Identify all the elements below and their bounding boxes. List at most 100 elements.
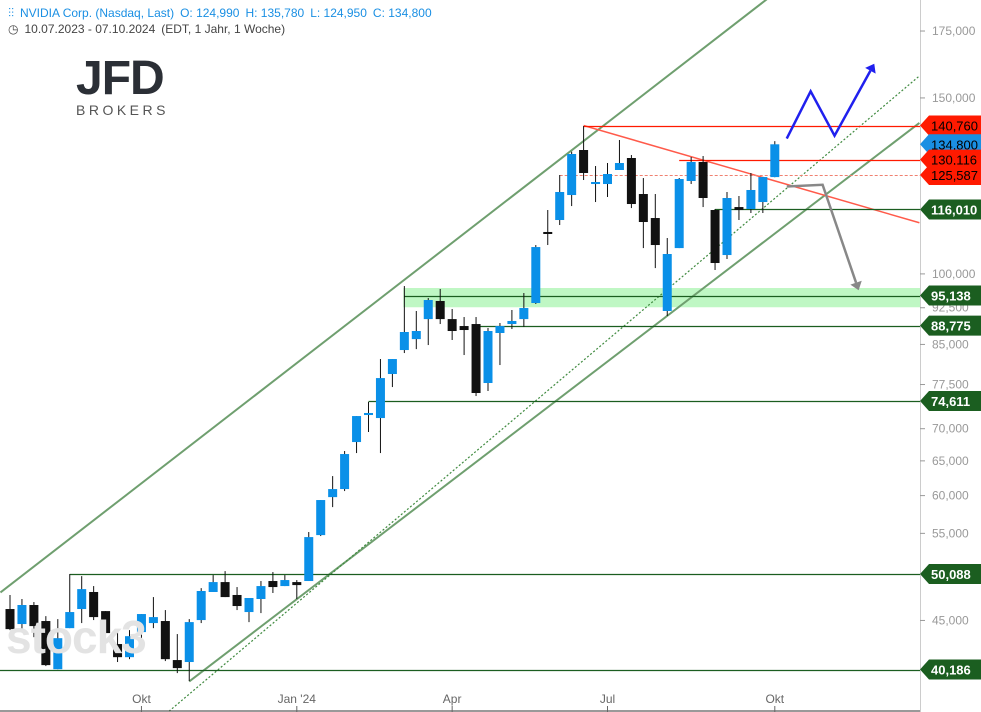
y-tick-label: 45,000: [932, 613, 969, 627]
candle-body: [340, 454, 350, 490]
range-header: ◷ 10.07.2023 - 07.10.2024 (EDT, 1 Jahr, 1 …: [8, 22, 291, 36]
candle: [722, 191, 732, 260]
candle: [316, 500, 326, 537]
candle-body: [280, 580, 290, 587]
price-label-tag: [920, 315, 981, 336]
price-label-text: 130,116: [931, 153, 977, 168]
candle: [387, 359, 397, 388]
projection-bearish: [786, 183, 858, 284]
candle: [603, 163, 612, 198]
price-label-text: 116,010: [931, 202, 977, 217]
candle-body: [614, 163, 624, 170]
candle: [113, 629, 123, 663]
candle: [758, 177, 768, 214]
price-label: 40,186: [920, 659, 981, 680]
candle: [268, 572, 278, 593]
y-axis-ticks: 175,000150,000100,00092,50085,00077,5007…: [920, 24, 976, 627]
candles: [5, 126, 780, 682]
candle: [208, 575, 218, 592]
y-tick-label: 100,000: [932, 267, 976, 281]
y-tick-label: 77,500: [932, 378, 969, 392]
candle: [447, 309, 457, 341]
candle: [519, 293, 529, 328]
candle-body: [507, 320, 517, 325]
candle: [220, 571, 230, 598]
candle-body: [662, 254, 672, 311]
horizontal-levels: [0, 125, 920, 672]
candle: [184, 619, 194, 682]
candle-body: [244, 597, 254, 613]
instrument-name: NVIDIA Corp. (Nasdaq, Last): [20, 6, 175, 20]
logo-main: JFD: [76, 52, 165, 105]
candle: [136, 614, 146, 640]
candle: [101, 611, 111, 634]
broker-logo: JFD BROKERS: [76, 52, 165, 119]
candle-body: [17, 605, 27, 625]
candle-body: [208, 582, 218, 592]
candle: [280, 575, 290, 587]
price-label-text: 50,088: [931, 567, 971, 582]
candle: [160, 610, 170, 662]
watermark: stock3: [6, 611, 147, 663]
candle: [244, 597, 254, 623]
arrowhead-icon: [865, 63, 876, 74]
candle-body: [579, 150, 589, 174]
candle: [304, 532, 314, 582]
trendline-resistance-falling: [583, 124, 920, 224]
candle-body: [710, 210, 720, 264]
candle-body: [160, 621, 170, 660]
price-label-text: 74,611: [931, 394, 970, 409]
x-tick-label: Apr: [443, 692, 462, 706]
candle: [734, 196, 744, 221]
candle-body: [292, 582, 302, 586]
candle-body: [483, 331, 493, 384]
candle: [423, 298, 433, 346]
candle-body: [746, 189, 756, 209]
candle: [483, 328, 493, 392]
price-label-tag: [920, 285, 981, 306]
price-label: 116,010: [920, 199, 981, 220]
y-tick-label: 85,000: [932, 337, 969, 351]
candle-body: [447, 319, 457, 332]
price-label-tag: [920, 149, 981, 170]
y-tick-label: 55,000: [932, 526, 969, 540]
price-label-tag: [920, 659, 981, 680]
candle: [375, 359, 385, 454]
price-label-text: 140,760: [931, 119, 978, 134]
clock-icon: ◷: [8, 22, 19, 36]
candle-body: [555, 191, 565, 221]
candle-body: [459, 326, 469, 331]
high-value: H: 135,780: [245, 6, 305, 20]
candle: [686, 157, 696, 185]
candle-body: [674, 179, 684, 249]
candle-body: [101, 611, 111, 634]
close-value: C: 134,800: [372, 6, 432, 20]
candle-body: [519, 308, 529, 320]
candle: [674, 177, 684, 249]
candle: [591, 166, 601, 203]
candle-body: [734, 207, 744, 211]
candle: [148, 597, 158, 629]
candle: [364, 402, 373, 432]
candle: [77, 576, 87, 624]
candle-body: [220, 582, 230, 598]
candle: [399, 286, 409, 354]
indicator-icon[interactable]: ⫶⫶: [8, 6, 15, 20]
candle-body: [41, 621, 51, 666]
candle: [352, 416, 362, 454]
projection-arrows: [785, 63, 876, 291]
candle: [555, 175, 565, 226]
arrowhead-icon: [850, 280, 862, 291]
candle: [41, 616, 51, 667]
price-label-tag: [920, 115, 981, 136]
candle-body: [722, 198, 732, 256]
price-label-text: 125,587: [931, 168, 978, 183]
candle: [459, 317, 469, 356]
y-tick-label: 70,000: [932, 422, 969, 436]
candle: [495, 323, 505, 366]
candle: [662, 238, 672, 317]
candle: [638, 178, 648, 249]
price-label-text: 134,800: [931, 137, 978, 152]
